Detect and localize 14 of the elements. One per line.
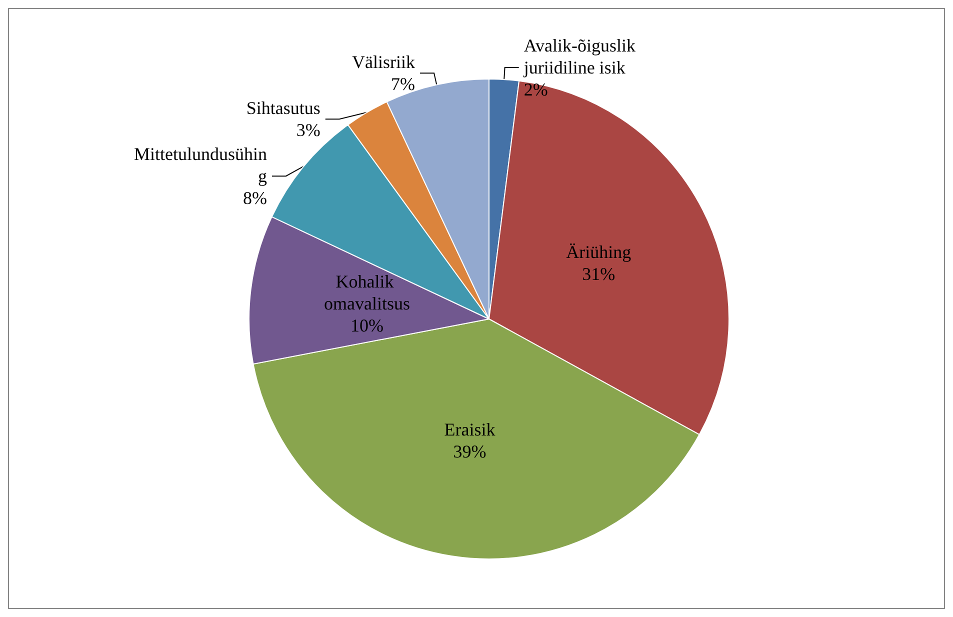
slice-label: Sihtasutus (246, 98, 320, 118)
slice-label: Välisriik (352, 52, 416, 72)
slice-label: Avalik-õiguslik juriidiline isik (522, 35, 640, 78)
data-label: 10% (350, 316, 384, 336)
data-label: 8% (242, 188, 267, 208)
data-label: 39% (453, 441, 486, 462)
slice-label: Eraisik (444, 419, 496, 440)
data-label: 31% (582, 264, 616, 284)
data-label: 3% (296, 120, 320, 140)
data-label: 7% (391, 74, 416, 94)
slice-label: Äriühing (566, 242, 632, 262)
data-label: 2% (524, 79, 548, 100)
slice-label: Mittetulundusühing (134, 144, 267, 186)
slice-label: Kohalik omavalitsus (324, 272, 410, 314)
